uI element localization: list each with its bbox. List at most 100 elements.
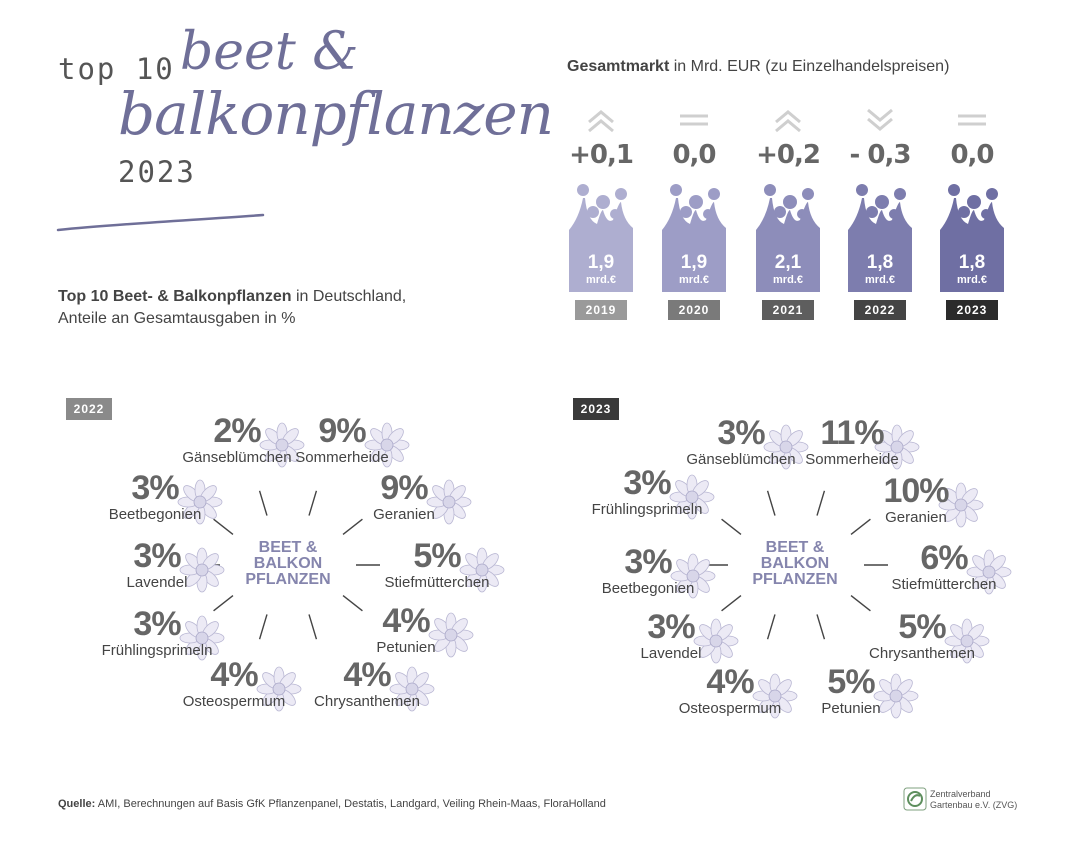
donut-item-percent: 5% [413,537,461,575]
donut-ray [816,490,826,516]
donut-item-label: Beetbegonien [108,506,202,523]
center-line2: BALKON [253,555,323,572]
market-bar: 1,8 mrd.€ [940,250,1004,292]
donut-item-percent: 3% [133,605,181,643]
donut-ray [342,595,363,612]
flower-sketch-icon [179,615,225,661]
donut-ray [766,490,776,516]
donut-ray [721,595,742,612]
donut-item: 3% Lavendel [591,609,751,663]
flower-silhouette-icon [848,184,912,252]
market-change-value: 0,0 [950,140,994,170]
donut-item: 3% Lavendel [77,538,237,592]
market-title-rest: in Mrd. EUR (zu Einzelhandelspreisen) [669,58,950,75]
subtitle-rest: in Deutschland, [291,288,407,305]
center-line1: BEET & [258,539,318,556]
market-year-label: 2022 [854,300,906,320]
flower-sketch-icon [669,474,715,520]
flower-sketch-icon [938,482,984,528]
donut-item: 9% Geranien [324,470,484,524]
donut-item: 3% Frühlingsprimeln [77,606,237,660]
donut-item: 5% Chrysanthemen [842,609,1002,663]
donut-item-percent: 6% [920,539,968,577]
donut-ray [342,518,363,535]
donut-item-label: Frühlingsprimeln [101,642,213,659]
donut-item: 4% Chrysanthemen [287,657,447,711]
market-year-label: 2023 [946,300,998,320]
center-line1: BEET & [765,539,825,556]
up-chevrons-icon [588,110,614,133]
flower-sketch-icon [428,612,474,658]
flower-sketch-icon [873,673,919,719]
donut-item-percent: 9% [318,412,366,450]
flower-silhouette-icon [756,184,820,252]
donut-item-label: Geranien [885,509,947,526]
donut-item: 3% Gänseblümchen [661,415,821,469]
donut-item: 11% Sommerheide [772,415,932,469]
donut-item-percent: 5% [827,663,875,701]
market-bar-value: 1,9 [587,252,615,273]
donut-ray [308,490,318,516]
market-bar-value: 1,8 [866,252,894,273]
flower-sketch-icon [259,422,305,468]
donut-center-label-2023: BEET & BALKON PFLANZEN [740,540,850,588]
market-change-value: +0,1 [569,140,634,170]
donut-item-label: Osteospermum [182,693,286,710]
donut-item-percent: 4% [210,656,258,694]
market-bar-unit: mrd.€ [865,274,895,286]
donut-item-percent: 2% [213,412,261,450]
flower-sketch-icon [874,424,920,470]
donut-ray [213,518,234,535]
donut-item: 4% Petunien [326,603,486,657]
market-change-value: - 0,3 [849,140,912,170]
donut-center-label-2022: BEET & BALKON PFLANZEN [233,540,343,588]
subtitle-line2: Anteile an Gesamtausgaben in % [58,310,296,327]
up-chevrons-icon [775,110,801,133]
flower-sketch-icon [426,479,472,525]
donut-item-label: Stiefmütterchen [384,574,490,591]
center-line3: PFLANZEN [245,571,331,588]
donut-item-percent: 3% [133,537,181,575]
market-bar: 1,9 mrd.€ [662,250,726,292]
donut-item-label: Chrysanthemen [314,693,420,710]
flower-sketch-icon [763,424,809,470]
market-bar: 2,1 mrd.€ [756,250,820,292]
market-bar-unit: mrd.€ [773,274,803,286]
donut-item: 2% Gänseblümchen [157,413,317,467]
title-top10: top 10 [58,52,175,86]
donut-ray [258,490,268,516]
zvg-logo-icon [903,787,927,811]
donut-item-percent: 10% [883,472,949,510]
flower-silhouette-icon [662,184,726,252]
donut-subtitle: Top 10 Beet- & Balkonpflanzen in Deutsch… [58,286,406,330]
donut-item: 9% Sommerheide [262,413,422,467]
market-bar-value: 2,1 [774,252,802,273]
flower-silhouette-icon [569,184,633,252]
donut-ray [766,614,776,640]
flower-sketch-icon [256,666,302,712]
donut-item: 10% Geranien [836,473,996,527]
title-swash-decoration [56,213,265,232]
flower-sketch-icon [670,553,716,599]
market-bar-unit: mrd.€ [679,274,709,286]
donut-ray [258,614,268,640]
title-script-line2: balkonpflanzen [118,80,554,148]
market-bar-value: 1,9 [680,252,708,273]
donut-item: 4% Osteospermum [650,664,810,718]
donut-item-percent: 3% [131,469,179,507]
flower-sketch-icon [459,547,505,593]
donut-item: 6% Stiefmütterchen [864,540,1024,594]
source-bold: Quelle: [58,798,96,810]
donut-item-label: Petunien [376,639,436,656]
donut-item: 3% Frühlingsprimeln [567,465,727,519]
donut-ray [850,595,871,612]
flower-sketch-icon [693,618,739,664]
donut-item-percent: 4% [382,602,430,640]
donut-item: 3% Beetbegonien [75,470,235,524]
title-year: 2023 [118,155,196,189]
donut-item-percent: 9% [380,469,428,507]
donut-item: 5% Petunien [771,664,931,718]
donut-item-label: Stiefmütterchen [891,576,997,593]
year-tag-2022: 2022 [66,398,112,420]
